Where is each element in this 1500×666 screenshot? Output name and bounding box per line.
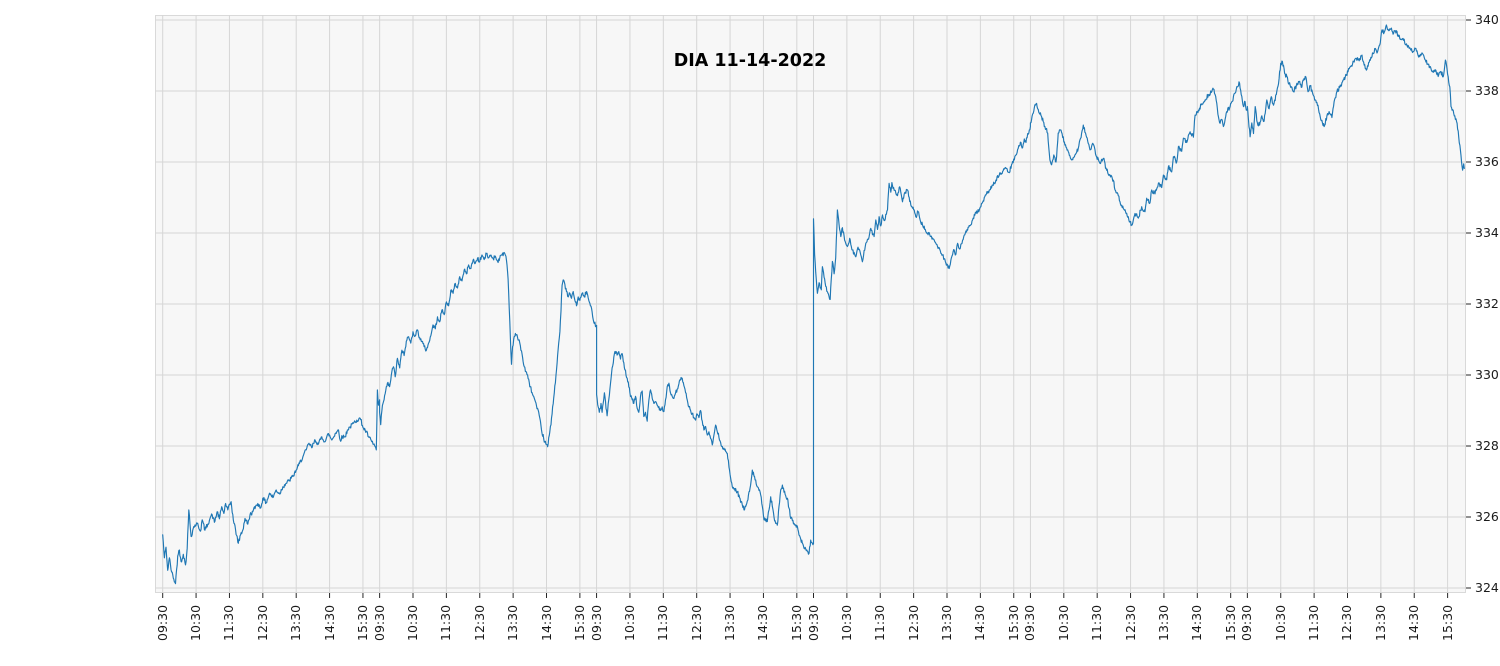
- y-tick-label: 340: [1475, 12, 1499, 27]
- x-tick-label: 15:30: [354, 604, 370, 641]
- x-tick-label: 09:30: [154, 604, 170, 641]
- x-tick-label: 09:30: [588, 604, 604, 641]
- y-tick-label: 338: [1475, 83, 1499, 98]
- x-tick-label: 15:30: [1439, 604, 1455, 641]
- x-tick-label: 11:30: [438, 604, 454, 641]
- x-tick-label: 09:30: [1022, 604, 1038, 641]
- y-tick-label: 334: [1475, 225, 1499, 240]
- x-tick-label: 13:30: [938, 604, 954, 641]
- x-tick-label: 11:30: [1089, 604, 1105, 641]
- x-tick-label: 15:30: [788, 604, 804, 641]
- y-tick-label: 324: [1475, 580, 1499, 595]
- y-tick-label: 336: [1475, 154, 1499, 169]
- x-tick-label: 10:30: [405, 604, 420, 641]
- y-tick-label: 330: [1475, 367, 1499, 382]
- x-tick-label: 11:30: [872, 604, 888, 641]
- x-tick-label: 09:30: [805, 604, 821, 641]
- tick-marks: [162, 19, 1471, 598]
- x-tick-label: 15:30: [1005, 604, 1021, 641]
- x-tick-label: 14:30: [538, 604, 554, 641]
- x-tick-label: 11:30: [1306, 604, 1322, 641]
- x-tick-label: 10:30: [1055, 604, 1071, 641]
- x-tick-label: 13:30: [505, 604, 521, 641]
- x-tick-label: 12:30: [1122, 604, 1138, 641]
- x-tick-label: 09:30: [1239, 604, 1255, 641]
- x-tick-label: 12:30: [471, 604, 487, 641]
- x-tick-label: 10:30: [838, 604, 854, 641]
- x-tick-label: 10:30: [1272, 604, 1288, 641]
- x-tick-label: 14:30: [1189, 604, 1205, 641]
- x-tick-label: 12:30: [688, 604, 704, 641]
- x-tick-label: 13:30: [288, 604, 304, 641]
- x-tick-label: 14:30: [972, 604, 988, 641]
- x-tick-label: 12:30: [905, 604, 921, 641]
- x-tick-label: 11:30: [221, 604, 237, 641]
- y-tick-label: 328: [1475, 438, 1499, 453]
- y-tick-label: 326: [1475, 509, 1499, 524]
- x-tick-label: 14:30: [1406, 604, 1422, 641]
- x-tick-label: 14:30: [755, 604, 771, 641]
- x-tick-label: 12:30: [1339, 604, 1355, 641]
- x-tick-label: 10:30: [188, 604, 204, 641]
- y-tick-label: 332: [1475, 296, 1499, 311]
- x-tick-label: 10:30: [621, 604, 637, 641]
- gridlines: [155, 15, 1466, 593]
- chart-title: DIA 11-14-2022: [673, 51, 827, 71]
- x-tick-label: 13:30: [722, 604, 738, 641]
- x-tick-label: 09:30: [371, 604, 387, 641]
- x-tick-label: 14:30: [321, 604, 337, 641]
- x-tick-label: 11:30: [655, 604, 671, 641]
- x-tick-label: 13:30: [1155, 604, 1171, 641]
- x-tick-label: 12:30: [254, 604, 270, 641]
- x-tick-label: 15:30: [571, 604, 587, 641]
- price-line: [162, 24, 1465, 585]
- x-tick-label: 15:30: [1222, 604, 1238, 641]
- x-tick-label: 13:30: [1372, 604, 1388, 641]
